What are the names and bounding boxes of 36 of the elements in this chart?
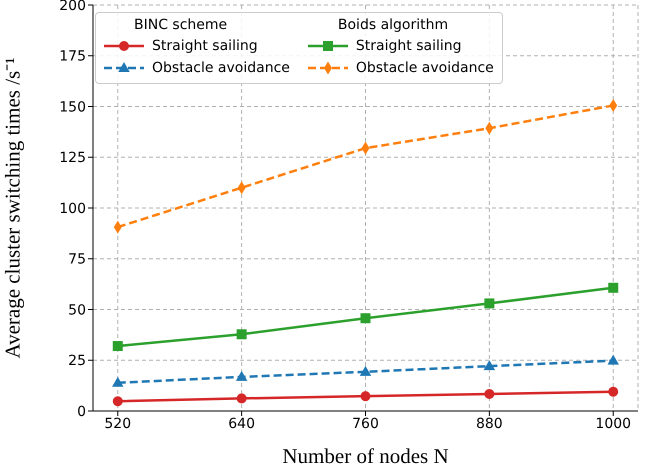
y-tick-label: 100 <box>59 200 86 217</box>
point <box>112 376 124 387</box>
point <box>236 370 248 381</box>
x-tick-label: 760 <box>352 416 379 432</box>
y-tick-label: 175 <box>59 48 86 65</box>
point <box>608 282 618 293</box>
x-tick-label: 640 <box>228 416 256 432</box>
point <box>360 366 372 376</box>
legend-label: Obstacle avoidance <box>151 59 290 78</box>
point <box>484 298 494 308</box>
legend-label: Straight sailing <box>151 37 259 56</box>
point <box>484 360 496 370</box>
point <box>236 393 247 404</box>
x-tick-label: 880 <box>476 416 503 432</box>
annotation: BINC scheme <box>133 17 228 33</box>
point <box>112 341 123 352</box>
y-tick-label: 0 <box>77 404 86 420</box>
point <box>608 386 618 397</box>
point <box>360 313 370 324</box>
annotation: Boids algorithm <box>336 17 450 33</box>
y-tick-label: 75 <box>68 252 86 268</box>
y-axis-title: Average cluster switching times /s⁻¹ <box>0 58 24 358</box>
x-axis-title: Number of nodes N <box>282 444 449 468</box>
point <box>112 396 123 406</box>
legend-label: Obstacle avoidance <box>354 59 494 78</box>
point <box>484 388 494 399</box>
y-tick-label: 25 <box>68 353 86 370</box>
point <box>236 329 247 340</box>
point <box>607 354 619 365</box>
point <box>360 391 370 402</box>
x-tick-label: 520 <box>104 416 132 432</box>
y-tick-label: 50 <box>68 302 86 318</box>
legend-label: Straight sailing <box>354 37 462 56</box>
y-tick-label: 125 <box>59 150 86 166</box>
x-tick-label: 1000 <box>595 416 632 432</box>
y-tick-label: 150 <box>59 99 86 116</box>
